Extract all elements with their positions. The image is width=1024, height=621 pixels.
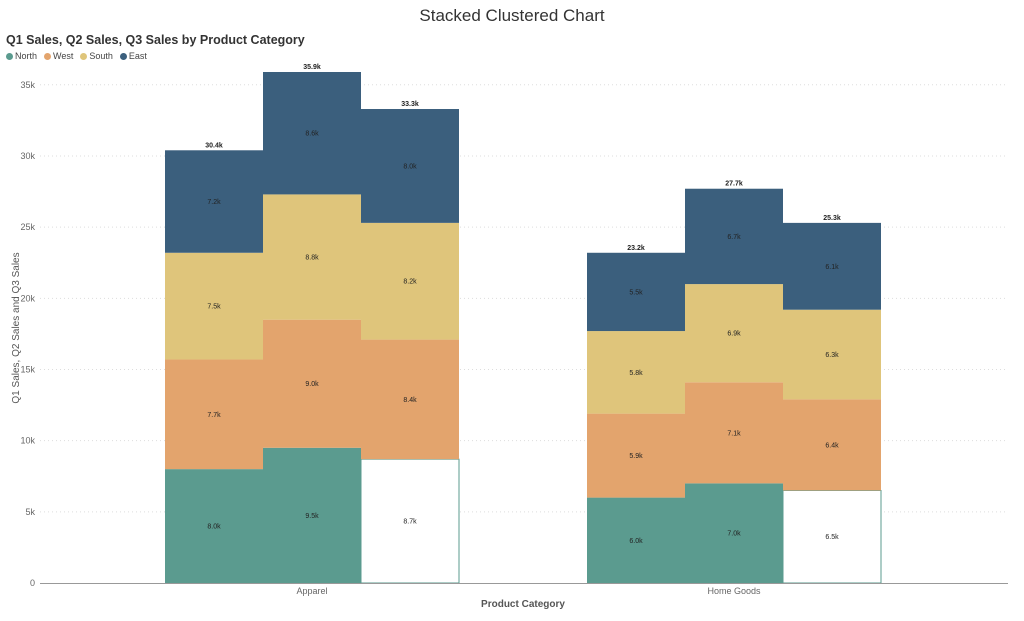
legend-item-north[interactable]: North [6,51,37,61]
data-label: 5.9k [629,453,643,460]
bar-segment-east[interactable] [587,252,685,332]
bar-segment-south[interactable] [263,194,361,320]
data-label: 8.4k [403,397,417,404]
labels-layer: 8.0k 7.7k 7.5k 7.2k 30.4k 9.5k 9.0k 8.8k 8.6k 35.… [205,64,841,545]
data-label: 8.6k [305,131,319,138]
data-label: 6.4k [825,442,839,449]
legend-item-south[interactable]: South [80,51,113,61]
data-label: 7.0k [727,531,741,538]
y-tick-label: 0 [30,578,35,588]
bar-segment-west[interactable] [783,399,881,491]
data-label: 8.7k [403,519,417,526]
bar-segment-west[interactable] [361,339,459,460]
legend-item-west[interactable]: West [44,51,73,61]
total-label: 27.7k [725,181,743,188]
legend-label-east: East [128,51,147,61]
bar-segment-north[interactable] [685,483,783,583]
data-label: 7.7k [207,412,221,419]
bar-segment-west[interactable] [165,359,263,470]
bar-segment-east[interactable] [263,72,361,195]
data-label: 9.0k [305,381,319,388]
data-label: 7.2k [207,199,221,206]
y-tick-label: 35k [20,80,35,90]
data-label: 8.0k [207,524,221,531]
total-label: 23.2k [627,245,645,252]
bar-segment-south[interactable] [783,309,881,400]
total-label: 35.9k [303,64,321,71]
bar-segment-south[interactable] [685,284,783,383]
bar-segment-north[interactable] [263,447,361,583]
y-tick-label: 10k [20,436,35,446]
y-axis-title: Q1 Sales, Q2 Sales and Q3 Sales [11,252,22,403]
x-tick-label: Home Goods [707,586,761,596]
legend-item-east[interactable]: East [119,51,147,61]
data-label: 7.1k [727,430,741,437]
bar-segment-east[interactable] [165,150,263,253]
y-tick-label: 25k [20,222,35,232]
grid-layer [40,84,1008,513]
bar-segment-east[interactable] [685,188,783,285]
bar-segment-west[interactable] [263,319,361,448]
total-label: 33.3k [401,101,419,108]
bar-segment-south[interactable] [165,252,263,360]
bar-segment-west[interactable] [587,413,685,498]
y-tick-label: 30k [20,151,35,161]
data-label: 8.0k [403,163,417,170]
legend-label-south: South [89,51,113,61]
legend-label-west: West [53,51,74,61]
data-label: 6.5k [825,534,839,541]
y-tick-label: 5k [25,507,35,517]
bar-segment-north[interactable] [587,497,685,583]
legend-swatch-west [44,52,52,60]
bar-segment-south[interactable] [361,222,459,340]
data-label: 6.3k [825,352,839,359]
data-label: 7.5k [207,304,221,311]
data-label: 8.8k [305,255,319,262]
total-label: 25.3k [823,215,841,222]
bars-layer [165,72,882,584]
data-label: 6.0k [629,538,643,545]
legend-swatch-east [119,52,127,60]
data-label: 5.5k [629,289,643,296]
data-label: 6.9k [727,331,741,338]
bar-segment-north[interactable] [782,489,882,584]
axis-layer: 0 5k 10k 15k 20k 25k 30k 35k Apparel Home Goods Pr… [11,80,1008,610]
total-label: 30.4k [205,142,223,149]
bar-segment-south[interactable] [587,331,685,414]
legend: North West South East [6,51,150,61]
bar-segment-north[interactable] [165,469,263,583]
bar-segment-west[interactable] [685,382,783,484]
chart-title: Q1 Sales, Q2 Sales, Q3 Sales by Product … [6,33,305,47]
x-axis-title: Product Category [481,599,565,610]
legend-swatch-south [80,52,88,60]
data-label: 9.5k [305,513,319,520]
x-tick-label: Apparel [296,586,327,596]
y-tick-label: 15k [20,364,35,374]
data-label: 8.2k [403,279,417,286]
legend-swatch-north [6,52,13,60]
data-label: 6.1k [825,264,839,271]
bar-segment-east[interactable] [361,109,459,223]
legend-label-north: North [15,51,38,61]
y-tick-label: 20k [20,293,35,303]
data-label: 6.7k [727,234,741,241]
page-title: Stacked Clustered Chart [419,6,605,25]
data-label: 5.8k [629,370,643,377]
bar-segment-east[interactable] [783,222,881,310]
